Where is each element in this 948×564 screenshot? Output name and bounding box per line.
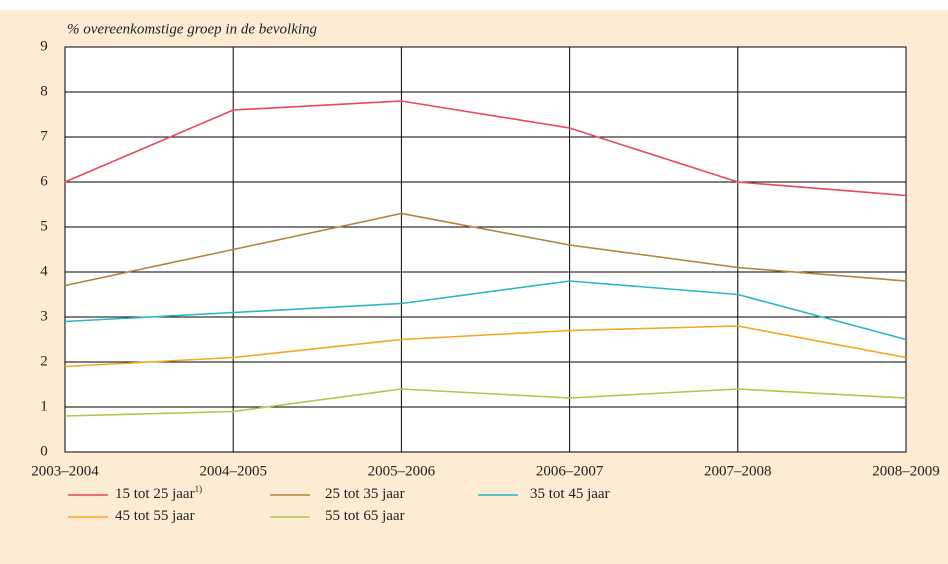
x-tick-label: 2007–2008 xyxy=(704,463,772,479)
x-tick-label: 2006–2007 xyxy=(536,463,604,479)
legend-name: 45 tot 55 jaar xyxy=(115,508,195,524)
y-tick-label: 9 xyxy=(40,38,48,54)
y-tick-label: 3 xyxy=(40,308,48,324)
legend-note: 1) xyxy=(195,484,203,494)
x-tick-label: 2005–2006 xyxy=(368,463,436,479)
legend-name: 55 tot 65 jaar xyxy=(325,508,405,524)
y-axis-label: % overeenkomstige groep in de bevolking xyxy=(67,21,318,37)
legend-label: 35 tot 45 jaar xyxy=(530,486,610,502)
series-line xyxy=(64,325,907,368)
y-tick-label: 4 xyxy=(40,263,48,279)
series-line xyxy=(64,388,907,417)
series-line xyxy=(64,280,907,341)
x-tick-label: 2008–2009 xyxy=(872,463,940,479)
legend-name: 25 tot 35 jaar xyxy=(325,486,405,502)
legend-name: 15 tot 25 jaar xyxy=(115,486,195,502)
x-tick-label: 2004–2005 xyxy=(199,463,267,479)
y-tick-label: 7 xyxy=(40,128,48,144)
x-tick-label: 2003–2004 xyxy=(31,463,99,479)
plot-frame xyxy=(64,46,907,453)
legend-name: 35 tot 45 jaar xyxy=(530,486,610,502)
series-line xyxy=(64,212,907,287)
y-tick-label: 6 xyxy=(40,173,48,189)
legend-label: 45 tot 55 jaar xyxy=(115,508,195,524)
legend-label: 55 tot 65 jaar xyxy=(325,508,405,524)
y-tick-label: 8 xyxy=(40,83,48,99)
y-tick-label: 0 xyxy=(40,443,48,459)
y-tick-label: 2 xyxy=(40,353,48,369)
legend-label: 25 tot 35 jaar xyxy=(325,486,405,502)
y-tick-label: 1 xyxy=(40,398,48,414)
legend-label: 15 tot 25 jaar1) xyxy=(115,484,202,502)
y-tick-label: 5 xyxy=(40,218,48,234)
series-line xyxy=(64,100,907,197)
